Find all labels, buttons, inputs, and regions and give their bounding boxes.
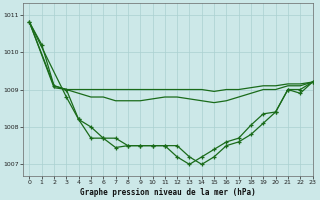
X-axis label: Graphe pression niveau de la mer (hPa): Graphe pression niveau de la mer (hPa)	[80, 188, 256, 197]
